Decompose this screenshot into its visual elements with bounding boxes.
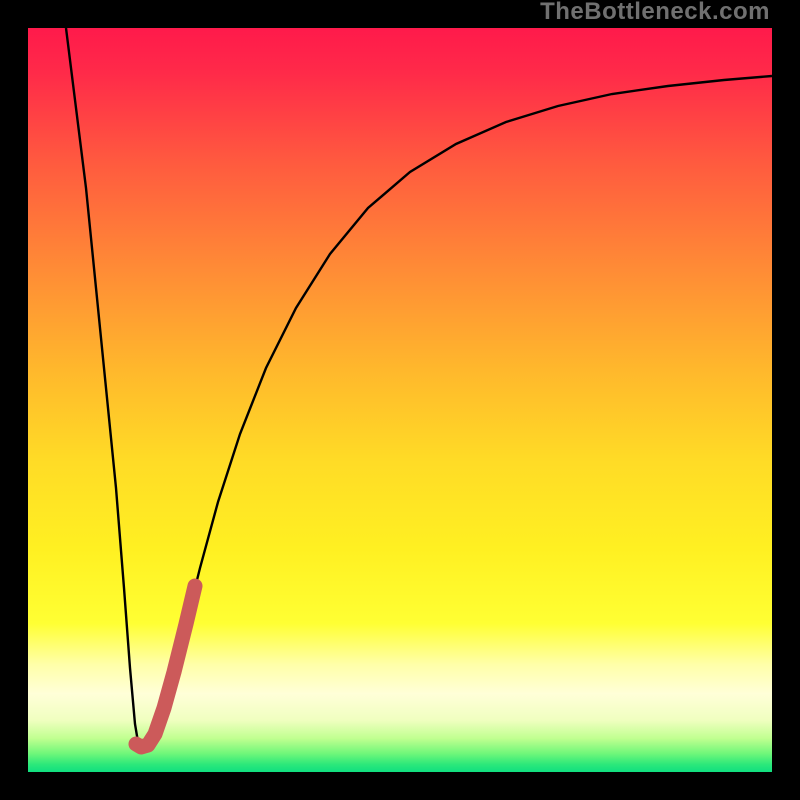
optimal-range-highlight: [136, 586, 195, 747]
bottleneck-curve: [66, 28, 772, 746]
chart-frame: TheBottleneck.com: [0, 0, 800, 800]
plot-area: [28, 28, 772, 772]
curve-layer: [28, 28, 772, 772]
watermark-text: TheBottleneck.com: [540, 0, 770, 26]
